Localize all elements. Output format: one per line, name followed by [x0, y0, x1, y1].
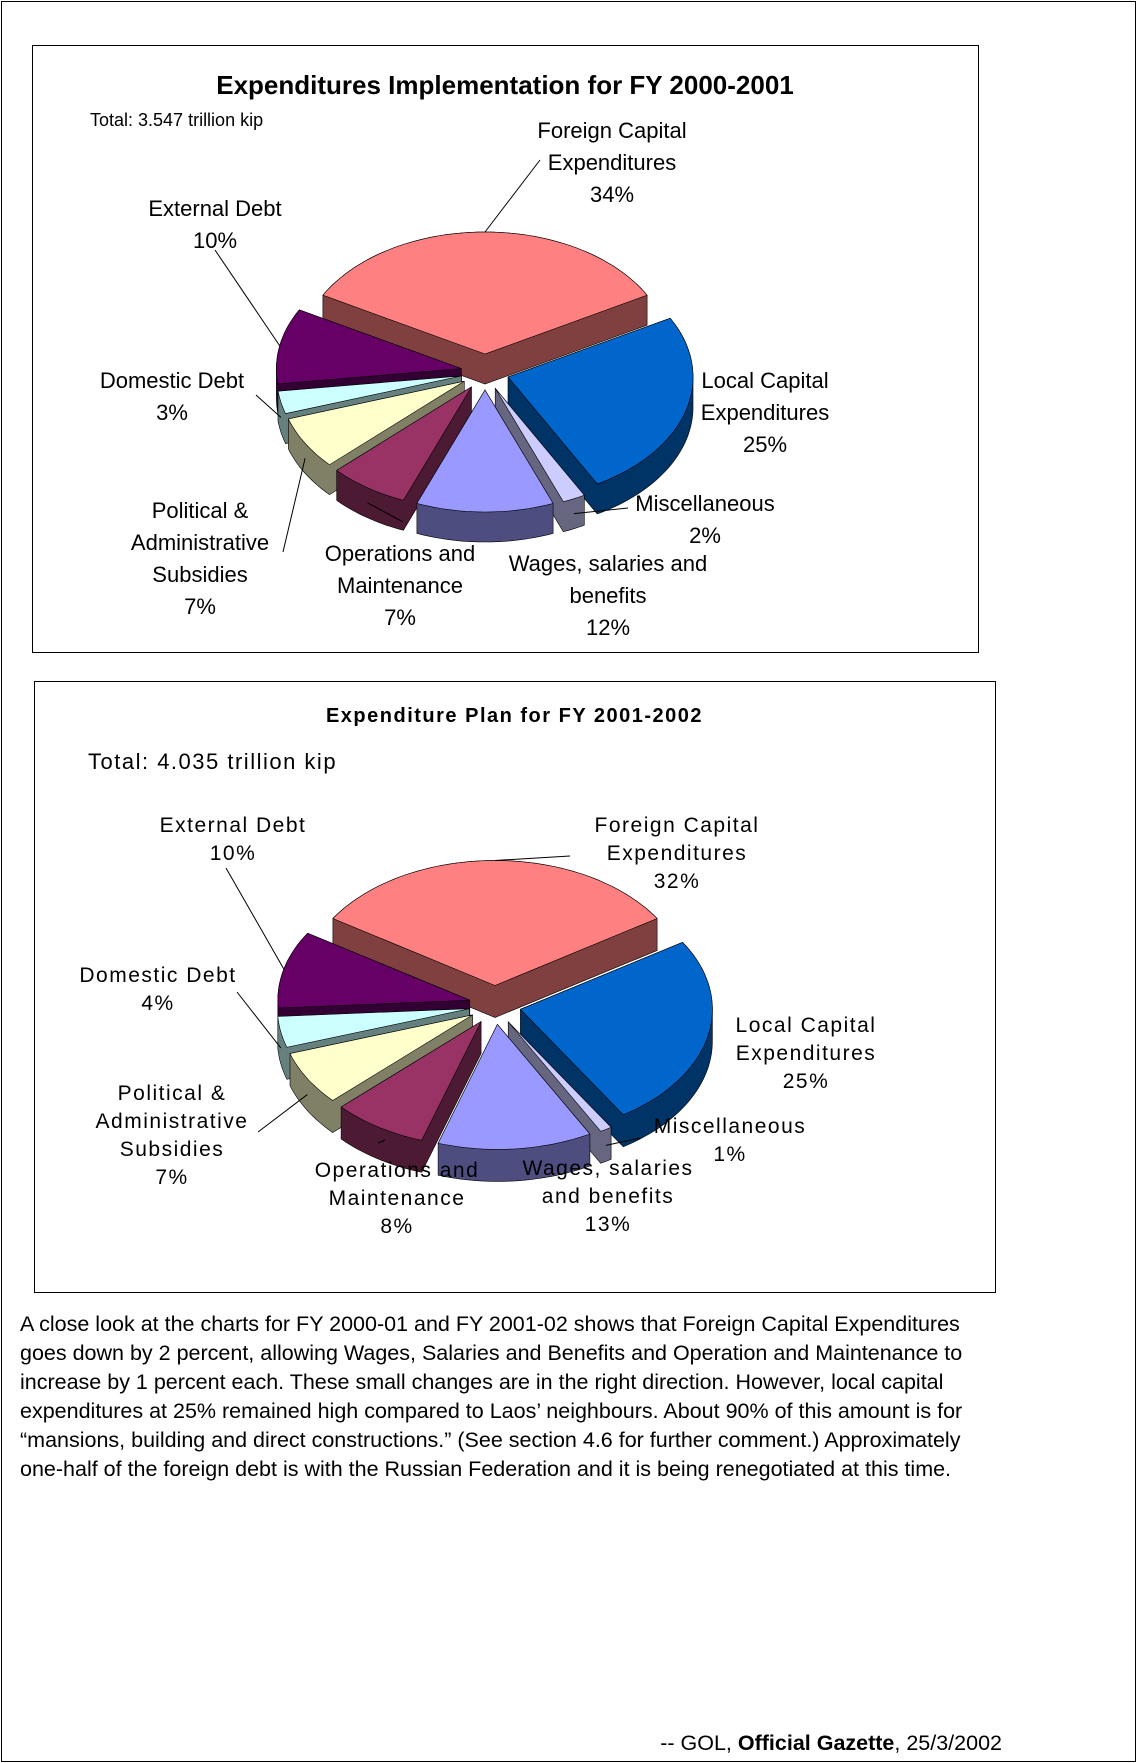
- slice: [507, 1021, 612, 1132]
- value-label: 4%: [141, 992, 175, 1015]
- citation-title: Official Gazette: [737, 1731, 895, 1755]
- category-label: Operations and Maintenance: [324, 541, 476, 598]
- slice-label: Wages, salaries and benefits 13%: [503, 1155, 713, 1239]
- value-label: 7%: [155, 1166, 189, 1189]
- slice-label: External Debt 10%: [115, 193, 315, 257]
- category-label: External Debt: [148, 196, 282, 221]
- value-label: 32%: [653, 870, 701, 893]
- leader-line: [605, 1137, 641, 1146]
- body-text: A close look at the charts for FY 2000-0…: [20, 1312, 963, 1481]
- chart-subtitle: Total: 3.547 trillion kip: [90, 110, 264, 130]
- slice: [494, 388, 585, 503]
- slice-label: External Debt 10%: [133, 812, 333, 868]
- slice: [437, 1023, 591, 1150]
- category-label: External Debt: [159, 814, 307, 837]
- slice-label: Domestic Debt 4%: [58, 962, 258, 1018]
- slice: [277, 1008, 470, 1048]
- citation-date: , 25/3/2002: [894, 1731, 1002, 1755]
- slice: [277, 932, 470, 1009]
- slice-label: Operations and Maintenance 7%: [305, 538, 495, 634]
- leader-line: [282, 458, 306, 553]
- value-label: 10%: [209, 842, 257, 865]
- slice-label: Local Capital Expenditures 25%: [675, 365, 855, 461]
- chart-title: Expenditures Implementation for FY 2000-…: [216, 70, 794, 100]
- chart-frame: [34, 681, 996, 1293]
- slice-label: Political & Administrative Subsidies 7%: [72, 1080, 272, 1192]
- value-label: 25%: [782, 1070, 830, 1093]
- category-label: Wages, salaries and benefits: [508, 551, 708, 608]
- value-label: 1%: [713, 1143, 747, 1166]
- slice: [519, 941, 713, 1116]
- category-label: Foreign Capital Expenditures: [537, 118, 687, 175]
- value-label: 25%: [742, 432, 788, 457]
- category-label: Political & Administrative Subsidies: [130, 498, 270, 587]
- slice-label: Wages, salaries and benefits 12%: [508, 548, 708, 644]
- category-label: Domestic Debt: [99, 368, 245, 393]
- value-label: 13%: [584, 1213, 632, 1236]
- slice-label: Political & Administrative Subsidies 7%: [115, 495, 285, 623]
- category-label: Local Capital Expenditures: [735, 1014, 877, 1065]
- slice-label: Operations and Maintenance 8%: [292, 1157, 502, 1241]
- leader-line: [367, 502, 404, 523]
- slice: [277, 375, 462, 414]
- category-label: Miscellaneous: [653, 1115, 807, 1138]
- slice: [276, 309, 462, 385]
- slice: [287, 380, 465, 466]
- citation-prefix: -- GOL,: [660, 1731, 732, 1755]
- leader-line: [494, 855, 571, 861]
- chart-title: Expenditure Plan for FY 2001-2002: [325, 705, 704, 727]
- chart-frame: [32, 45, 979, 653]
- value-label: 8%: [380, 1215, 414, 1238]
- leader-line: [225, 867, 285, 970]
- category-label: Miscellaneous: [635, 491, 775, 516]
- leader-line: [236, 991, 282, 1049]
- slice-label: Miscellaneous 1%: [630, 1113, 830, 1169]
- slice: [336, 386, 472, 501]
- leader-line: [257, 1094, 308, 1133]
- chart-subtitle: Total: 4.035 trillion kip: [88, 749, 338, 774]
- category-label: Political & Administrative Subsidies: [95, 1082, 249, 1161]
- slice: [507, 317, 694, 485]
- category-label: Domestic Debt: [79, 964, 237, 987]
- value-label: 34%: [589, 182, 635, 207]
- slice: [416, 389, 554, 513]
- value-label: 7%: [384, 605, 416, 630]
- value-label: 7%: [184, 594, 216, 619]
- leader-line: [214, 249, 281, 347]
- slice: [289, 1014, 473, 1101]
- citation: -- GOL, Official Gazette, 25/3/2002: [660, 1731, 1002, 1756]
- leader-line: [484, 159, 541, 233]
- category-label: Local Capital Expenditures: [700, 368, 830, 425]
- slice-label: Local Capital Expenditures 25%: [701, 1012, 911, 1096]
- category-label: Operations and Maintenance: [314, 1159, 480, 1210]
- slice-label: Domestic Debt 3%: [72, 365, 272, 429]
- category-label: Foreign Capital Expenditures: [594, 814, 760, 865]
- value-label: 3%: [156, 400, 188, 425]
- slice-label: Foreign Capital Expenditures 32%: [567, 812, 787, 896]
- slice: [340, 1020, 482, 1141]
- category-label: Wages, salaries and benefits: [522, 1157, 694, 1208]
- slice-label: Miscellaneous 2%: [605, 488, 805, 552]
- value-label: 12%: [585, 615, 631, 640]
- leader-line: [573, 507, 629, 515]
- leader-line: [377, 1139, 386, 1144]
- value-label: 10%: [192, 228, 238, 253]
- leader-line: [255, 394, 282, 418]
- slice-label: Foreign Capital Expenditures 34%: [512, 115, 712, 211]
- value-label: 2%: [689, 523, 721, 548]
